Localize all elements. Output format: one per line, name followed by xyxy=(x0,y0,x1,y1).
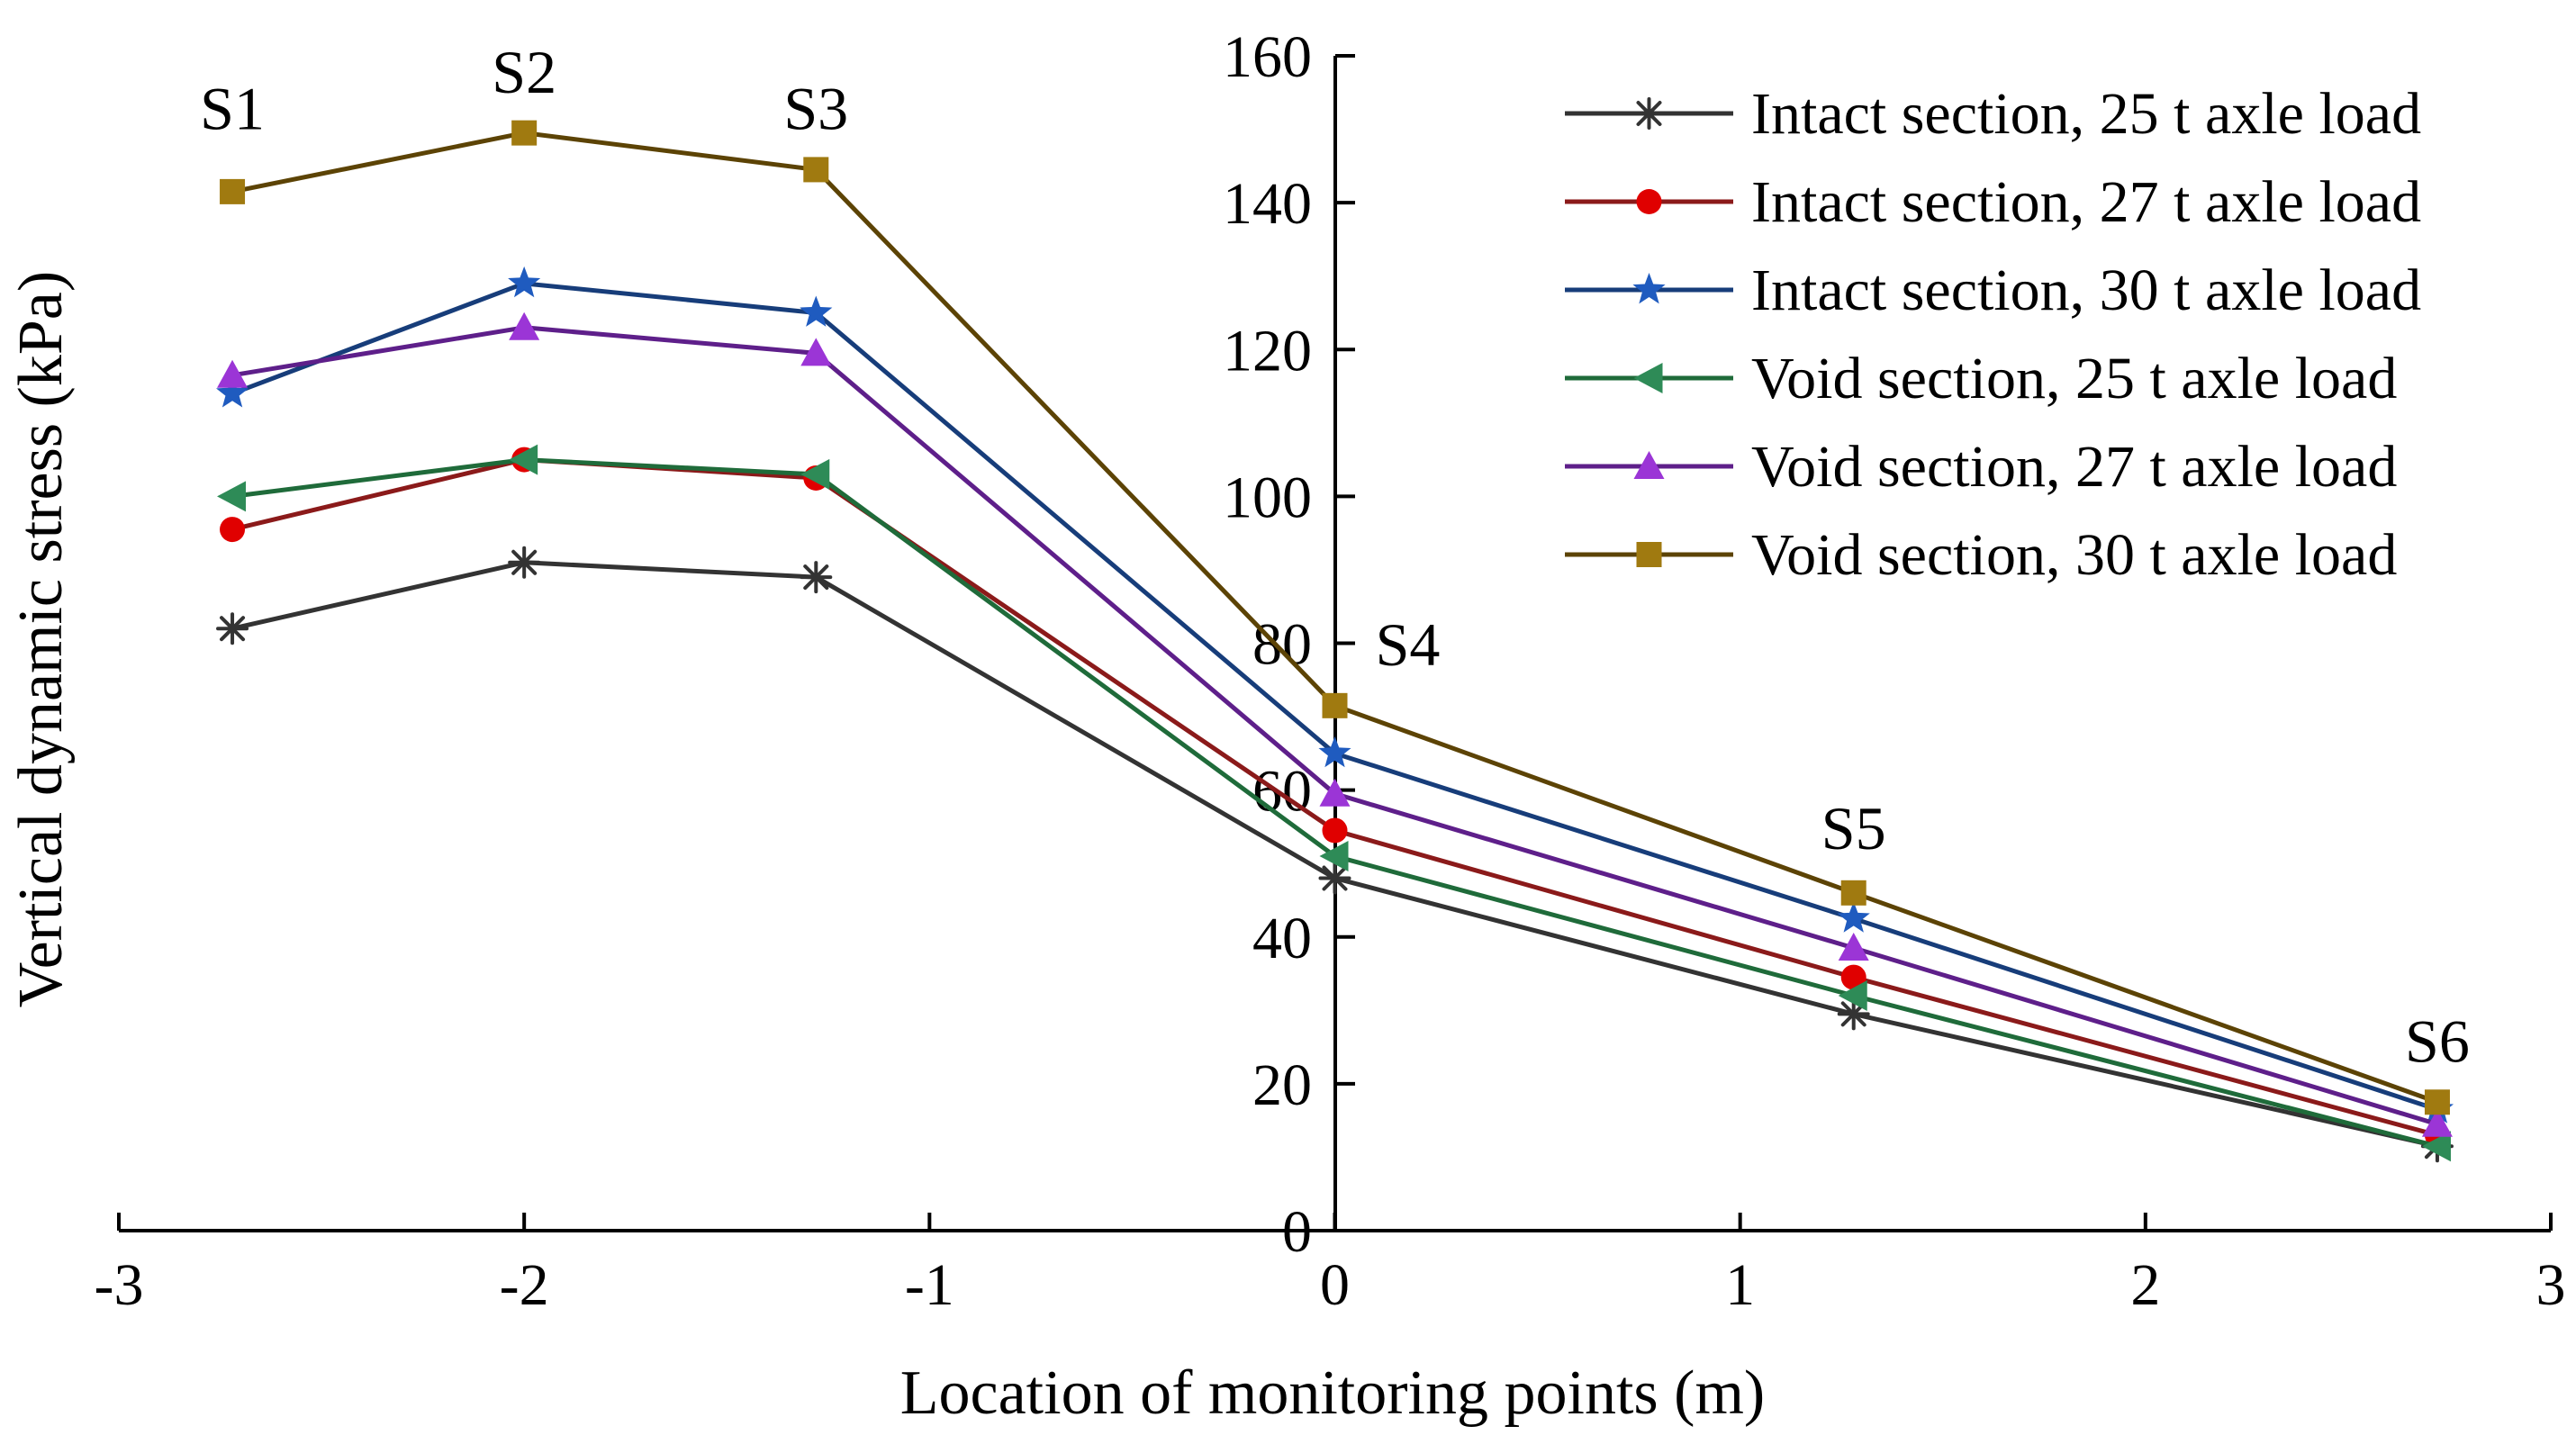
data-point xyxy=(1840,880,1866,906)
data-point xyxy=(1319,778,1351,807)
series-line xyxy=(231,131,2438,1105)
legend-label: Void section, 30 t axle load xyxy=(1751,522,2397,588)
annotation-s6: S6 xyxy=(2405,1006,2470,1075)
series-line xyxy=(231,457,2438,1138)
y-tick-label: 0 xyxy=(1282,1199,1312,1265)
series-line xyxy=(231,560,2438,1149)
y-tick-label: 40 xyxy=(1252,906,1312,971)
data-point xyxy=(800,338,832,366)
legend-label: Intact section, 25 t axle load xyxy=(1751,81,2421,147)
x-tick-label: 2 xyxy=(2130,1252,2160,1318)
data-point xyxy=(220,517,246,543)
annotation-s1: S1 xyxy=(200,75,265,143)
data-point xyxy=(2421,1108,2453,1137)
legend-item: Void section, 30 t axle load xyxy=(1565,522,2397,588)
data-point xyxy=(1838,980,1867,1011)
y-tick-label: 140 xyxy=(1223,171,1312,237)
annotation-s4: S4 xyxy=(1376,610,1441,679)
series-5 xyxy=(217,311,2453,1137)
data-point xyxy=(1837,901,1870,933)
x-tick-label: -1 xyxy=(905,1252,954,1318)
data-point xyxy=(800,561,833,594)
annotation-s2: S2 xyxy=(492,38,556,106)
data-point xyxy=(1322,692,1348,718)
x-tick-label: 1 xyxy=(1725,1252,1755,1318)
legend-marker xyxy=(1636,189,1662,214)
x-tick-label: 0 xyxy=(1320,1252,1350,1318)
data-point xyxy=(509,444,538,475)
legend-label: Intact section, 30 t axle load xyxy=(1751,257,2421,323)
annotation-s5: S5 xyxy=(1821,794,1886,862)
data-point xyxy=(217,481,247,512)
series-4 xyxy=(217,444,2451,1162)
data-point xyxy=(803,157,829,183)
x-axis-title: Location of monitoring points (m) xyxy=(900,1358,1765,1428)
legend-marker xyxy=(1633,363,1663,393)
legend-item: Intact section, 25 t axle load xyxy=(1565,81,2421,147)
legend-label: Void section, 27 t axle load xyxy=(1751,434,2397,500)
legend-label: Intact section, 27 t axle load xyxy=(1751,169,2421,235)
series-line xyxy=(231,325,2438,1127)
y-tick-label: 160 xyxy=(1223,24,1312,90)
data-point xyxy=(509,311,540,340)
legend: Intact section, 25 t axle load Intact sec… xyxy=(1565,81,2421,588)
data-point xyxy=(215,376,249,408)
data-point xyxy=(508,546,541,579)
data-point xyxy=(217,359,249,388)
legend-marker xyxy=(1632,97,1666,130)
data-point xyxy=(1318,862,1351,895)
data-point xyxy=(1319,841,1349,872)
data-point xyxy=(220,178,246,204)
annotation-layer: S1 S2 S3 S4 S5 S6 xyxy=(200,38,2470,1076)
legend-label: Void section, 25 t axle load xyxy=(1751,346,2397,411)
series-6 xyxy=(220,120,2450,1115)
y-axis-title: Vertical dynamic stress (kPa) xyxy=(6,271,76,1007)
legend-marker xyxy=(1636,542,1662,567)
axes: -3 -2 -1 0 1 2 3 0 20 40 60 80 100 120 140 160 xyxy=(95,24,2566,1318)
data-point xyxy=(1318,736,1351,768)
y-tick-label: 80 xyxy=(1252,612,1312,678)
data-point xyxy=(511,120,538,146)
data-point xyxy=(1840,964,1866,990)
legend-item: Intact section, 27 t axle load xyxy=(1565,169,2421,235)
series-line xyxy=(231,457,2438,1149)
legend-marker xyxy=(1632,273,1666,304)
y-tick-label: 120 xyxy=(1223,318,1312,384)
data-point xyxy=(2424,1089,2450,1115)
data-point xyxy=(216,612,249,645)
y-ticks: 0 20 40 60 80 100 120 140 160 xyxy=(1223,24,1355,1265)
legend-item: Void section, 25 t axle load xyxy=(1565,346,2397,411)
data-point xyxy=(800,295,833,327)
legend-marker xyxy=(1633,451,1665,479)
x-tick-label: 3 xyxy=(2536,1252,2566,1318)
legend-item: Void section, 27 t axle load xyxy=(1565,434,2397,500)
y-tick-label: 20 xyxy=(1252,1052,1312,1118)
data-point xyxy=(1322,817,1348,844)
y-tick-label: 60 xyxy=(1252,759,1312,825)
data-point xyxy=(1838,932,1869,961)
data-point xyxy=(800,458,830,490)
annotation-s3: S3 xyxy=(783,75,848,143)
series-layer xyxy=(215,120,2454,1163)
legend-item: Intact section, 30 t axle load xyxy=(1565,257,2421,323)
y-tick-label: 100 xyxy=(1223,465,1312,530)
data-point xyxy=(2421,1131,2451,1162)
x-ticks: -3 -2 -1 0 1 2 3 xyxy=(95,1213,2566,1318)
data-point xyxy=(508,266,541,298)
x-tick-label: -2 xyxy=(500,1252,549,1318)
series-line xyxy=(231,281,2438,1112)
x-tick-label: -3 xyxy=(95,1252,144,1318)
